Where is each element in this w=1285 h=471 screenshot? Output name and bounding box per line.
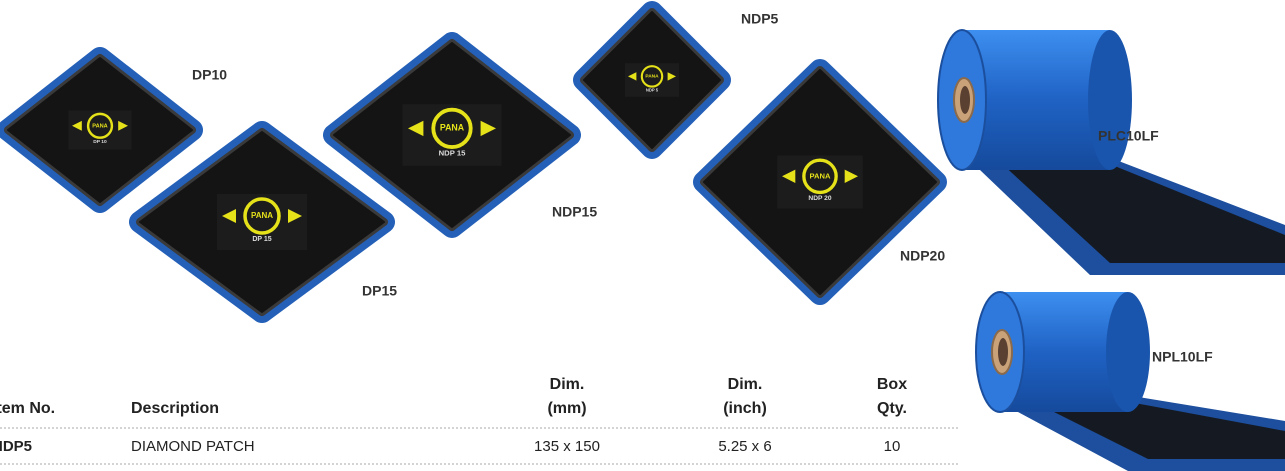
rolls: PLC10LF NPL10LF bbox=[937, 29, 1285, 471]
patch-code: DP 15 bbox=[252, 236, 271, 243]
table-header: Description bbox=[131, 400, 219, 417]
roll-label: NPL10LF bbox=[1152, 349, 1213, 365]
patch: PANA NDP 5 NDP5 bbox=[573, 1, 779, 159]
patch-label: DP10 bbox=[192, 67, 227, 83]
logo-ring bbox=[640, 65, 664, 88]
patch: PANA NDP 20 NDP20 bbox=[693, 59, 947, 305]
logo-arrow bbox=[118, 120, 128, 131]
table-header: Dim. bbox=[550, 376, 585, 393]
patch-sticker bbox=[402, 104, 502, 166]
logo-ring bbox=[86, 112, 114, 139]
logo-arrow bbox=[222, 209, 236, 223]
logo-ring bbox=[431, 107, 473, 150]
tape-strip-core bbox=[1038, 398, 1285, 459]
tape-roll: NPL10LF bbox=[975, 291, 1285, 471]
table-cell: 135 x 150 bbox=[534, 438, 600, 455]
patch-code: NDP 5 bbox=[646, 87, 659, 92]
logo-arrow bbox=[72, 120, 82, 131]
logo-arrow bbox=[667, 72, 676, 81]
roll-far-end bbox=[1088, 30, 1132, 170]
tape-roll: PLC10LF bbox=[937, 29, 1285, 275]
table-cell: 10 bbox=[884, 438, 901, 455]
table-cell: DIAMOND PATCH bbox=[131, 438, 255, 455]
logo-ring bbox=[243, 197, 281, 235]
table-header: (inch) bbox=[723, 400, 767, 417]
patch-label: DP15 bbox=[362, 283, 397, 299]
logo-brand: PANA bbox=[92, 123, 107, 129]
logo-ring bbox=[802, 158, 838, 195]
table-header: Dim. bbox=[728, 376, 763, 393]
roll-far-end bbox=[1106, 292, 1150, 412]
logo-arrow bbox=[408, 120, 424, 137]
patch: PANA DP 15 DP15 bbox=[129, 121, 397, 323]
tape-strip-core bbox=[1000, 156, 1285, 263]
logo-brand: PANA bbox=[251, 211, 273, 220]
table-header: Item No. bbox=[0, 400, 55, 417]
item-no: NDP5 bbox=[0, 438, 32, 455]
roll-core-hole bbox=[998, 338, 1008, 366]
table-header: Qty. bbox=[877, 400, 907, 417]
patch: PANA DP 10 DP10 bbox=[0, 47, 227, 213]
spec-table: Item No. Description Dim. (mm) Dim. (inch) Box… bbox=[0, 376, 960, 465]
patch-sticker bbox=[68, 110, 132, 150]
patch-code: DP 10 bbox=[93, 139, 107, 145]
patch-label: NDP15 bbox=[552, 204, 597, 220]
patch-code: NDP 20 bbox=[808, 195, 831, 202]
patch-sticker bbox=[217, 194, 307, 250]
patches: PANA DP 10 DP10 PANA DP 15 DP15 PANA NDP 15 NDP1… bbox=[0, 1, 947, 323]
logo-arrow bbox=[844, 169, 858, 183]
logo-brand: PANA bbox=[810, 171, 831, 180]
patch-code: NDP 15 bbox=[439, 149, 467, 158]
roll-label: PLC10LF bbox=[1098, 128, 1159, 144]
logo-brand: PANA bbox=[440, 123, 465, 133]
logo-arrow bbox=[480, 120, 496, 137]
patch-sticker bbox=[625, 63, 679, 97]
logo-brand: PANA bbox=[645, 74, 659, 80]
patch: PANA NDP 15 NDP15 bbox=[323, 32, 597, 238]
table-header: Box bbox=[877, 376, 907, 393]
table-cell: 5.25 x 6 bbox=[718, 438, 771, 455]
patch-sticker bbox=[777, 155, 863, 209]
logo-arrow bbox=[288, 209, 302, 223]
logo-arrow bbox=[782, 169, 796, 183]
patch-label: NDP5 bbox=[741, 11, 779, 27]
patch-label: NDP20 bbox=[900, 248, 945, 264]
logo-arrow bbox=[628, 72, 637, 81]
table-header: (mm) bbox=[547, 400, 586, 417]
roll-core-hole bbox=[960, 86, 970, 114]
